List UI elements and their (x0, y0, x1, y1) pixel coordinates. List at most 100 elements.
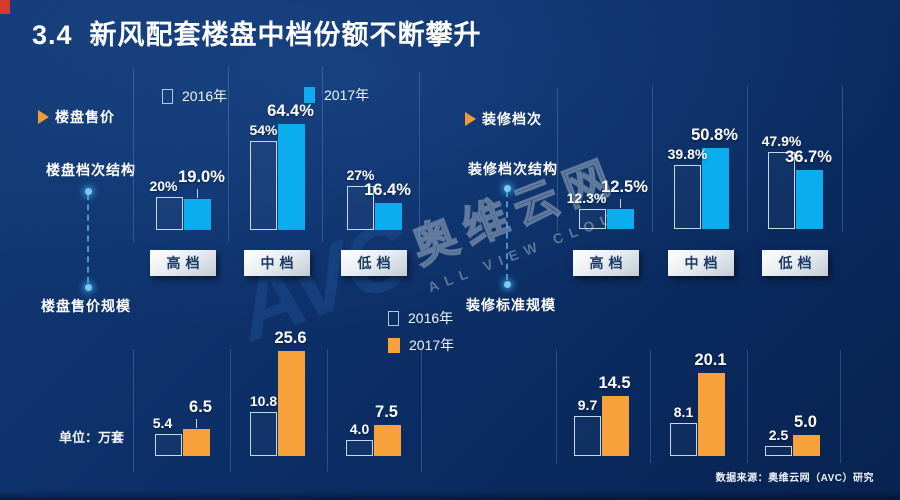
category-box: 低档 (762, 250, 828, 276)
bar-2017 (182, 429, 210, 456)
dashed-connector (87, 194, 89, 283)
bar-2016 (673, 165, 701, 229)
connector-dot (85, 284, 92, 291)
category-box: 中档 (244, 250, 310, 276)
legend-label-2016: 2016年 (408, 310, 454, 326)
bar-2016 (764, 446, 792, 456)
left-structure-label: 楼盘档次结构 (46, 162, 136, 178)
value-label-2016: 2.5 (768, 427, 789, 443)
value-label-2016: 9.7 (577, 397, 598, 413)
column-divider (133, 68, 134, 242)
value-label-2017: 12.5% (601, 178, 648, 196)
value-label-2017: 7.5 (375, 403, 398, 421)
bar-2017 (792, 435, 820, 456)
column-divider (652, 86, 653, 232)
value-label-2017: 19.0% (178, 168, 225, 186)
column-divider (747, 350, 748, 463)
value-label-2016: 54% (249, 122, 278, 138)
bar-2016 (669, 423, 697, 456)
column-divider (419, 72, 420, 242)
connector-dot (504, 281, 511, 288)
bar-2017 (701, 148, 729, 229)
category-box: 高档 (573, 250, 639, 276)
column-divider (228, 66, 229, 242)
column-divider (840, 350, 841, 463)
label-leader-line (196, 189, 198, 198)
value-label-2016: 27% (346, 167, 375, 183)
legend-label-2016: 2016年 (182, 88, 228, 104)
value-label-2016: 39.8% (667, 146, 708, 162)
legend-label-2017: 2017年 (409, 337, 455, 353)
bar-2017 (697, 373, 725, 456)
value-label-2017: 16.4% (364, 181, 411, 199)
column-divider (747, 86, 748, 232)
value-label-2017: 5.0 (794, 413, 817, 431)
legend-2017-bottom: 2017年 (388, 335, 454, 355)
column-divider (650, 350, 651, 463)
legend-2016-top: 2016年 (162, 86, 227, 106)
bar-2017 (183, 199, 211, 230)
value-label-2016: 47.9% (761, 133, 802, 149)
right-scale-label: 装修标准规模 (466, 297, 556, 313)
bar-2017 (795, 170, 823, 229)
value-label-2017: 36.7% (785, 148, 832, 166)
bar-2017 (601, 396, 629, 456)
value-label-2017: 64.4% (267, 102, 314, 120)
bar-2016 (346, 186, 374, 230)
connector-dot (85, 188, 92, 195)
bar-2016 (578, 209, 606, 229)
right-section-header: 装修档次 (465, 109, 542, 129)
bar-2017 (277, 124, 305, 230)
bar-2016 (573, 416, 601, 456)
bar-2017 (606, 209, 634, 229)
value-label-2017: 20.1 (694, 351, 727, 369)
bar-2016 (767, 152, 795, 229)
value-label-2017: 25.6 (274, 329, 307, 347)
value-label-2017: 14.5 (598, 374, 631, 392)
value-label-2016: 10.8 (249, 393, 278, 409)
bar-2016 (249, 141, 277, 230)
arrow-right-icon (38, 110, 49, 124)
legend-label-2017: 2017年 (324, 87, 370, 103)
value-label-2017: 50.8% (691, 126, 738, 144)
corner-accent (0, 0, 10, 14)
category-box: 低档 (341, 250, 407, 276)
category-box: 中档 (668, 250, 734, 276)
label-leader-line (195, 419, 197, 428)
page-title: 3.4 新风配套楼盘中档份额不断攀升 (32, 20, 482, 50)
column-divider (230, 349, 231, 472)
column-divider (322, 66, 323, 242)
legend-swatch-2017 (388, 337, 400, 353)
column-divider (556, 350, 557, 463)
column-divider (421, 349, 422, 472)
data-source: 数据来源：奥维云网（AVC）研究 (715, 473, 874, 484)
dashed-connector (506, 191, 508, 280)
legend-swatch-2016 (388, 310, 399, 326)
label-leader-line (619, 199, 621, 208)
bar-2017 (277, 351, 305, 456)
right-section-title: 装修档次 (482, 111, 542, 127)
bar-2016 (154, 434, 182, 456)
arrow-right-icon (465, 112, 476, 126)
column-divider (133, 349, 134, 472)
value-label-2016: 4.0 (349, 421, 370, 437)
left-scale-label: 楼盘售价规模 (41, 298, 131, 314)
column-divider (327, 349, 328, 472)
value-label-2016: 5.4 (152, 415, 173, 431)
column-divider (842, 86, 843, 232)
unit-label: 单位：万套 (59, 430, 125, 445)
column-divider (557, 88, 558, 232)
value-label-2016: 12.3% (566, 190, 607, 206)
left-section-title: 楼盘售价 (55, 109, 115, 125)
value-label-2016: 20% (149, 178, 178, 194)
value-label-2016: 8.1 (673, 404, 694, 420)
bar-2017 (374, 203, 402, 230)
category-box: 高档 (150, 250, 216, 276)
legend-2017-top: 2017年 (304, 85, 369, 105)
legend-2016-bottom: 2016年 (388, 308, 453, 328)
bar-2016 (155, 197, 183, 230)
bar-2016 (345, 440, 373, 456)
right-structure-label: 装修档次结构 (468, 161, 558, 177)
bar-2016 (249, 412, 277, 456)
